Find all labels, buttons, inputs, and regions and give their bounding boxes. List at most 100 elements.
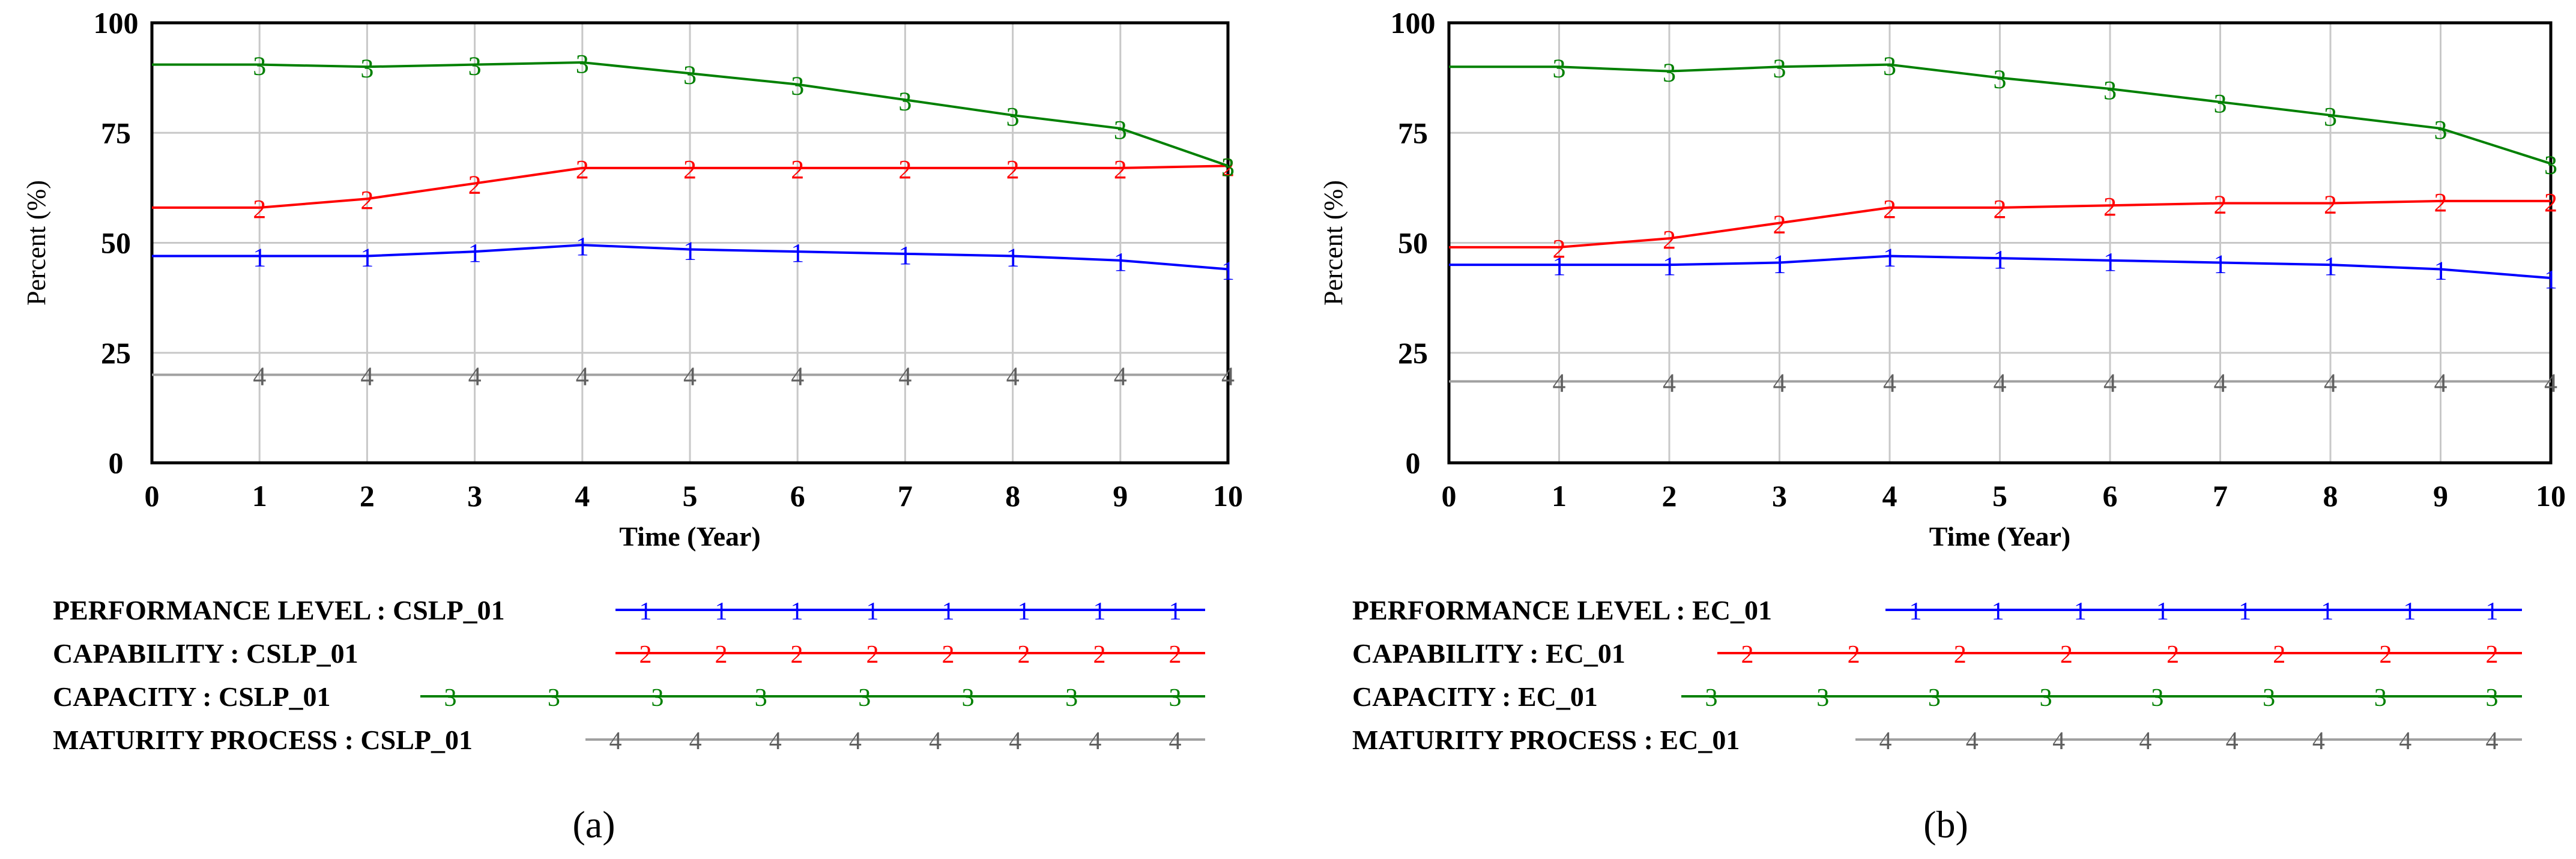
x-tick-label: 1 — [1552, 479, 1567, 513]
data-point-marker: 4 — [2214, 368, 2227, 397]
legend-marker: 3 — [1705, 684, 1718, 712]
data-point-marker: 2 — [2544, 188, 2557, 217]
legend-label: CAPABILITY : EC_01 — [1352, 638, 1625, 669]
legend-marker: 4 — [2486, 728, 2499, 755]
x-tick-label: 7 — [898, 479, 913, 513]
legend-marker: 3 — [548, 684, 560, 712]
legend-marker: 3 — [1928, 684, 1941, 712]
legend-marker: 2 — [1093, 641, 1106, 669]
legend-marker: 1 — [2403, 598, 2416, 625]
data-point-marker: 1 — [1773, 249, 1786, 279]
data-point-marker: 3 — [360, 53, 373, 83]
x-tick-label: 10 — [1213, 479, 1243, 513]
legend-marker: 2 — [2379, 641, 2392, 669]
legend-marker: 4 — [2052, 728, 2065, 755]
data-point-marker: 4 — [1994, 368, 2007, 397]
data-point-marker: 4 — [1663, 368, 1676, 397]
legend-marker: 1 — [866, 598, 879, 625]
data-point-marker: 4 — [2544, 368, 2557, 397]
x-tick-label: 2 — [360, 479, 375, 513]
panel-label: (b) — [1923, 803, 1968, 846]
legend-marker: 3 — [2486, 684, 2499, 712]
legend-marker: 4 — [769, 728, 782, 755]
data-point-marker: 3 — [576, 49, 589, 79]
legend-marker: 4 — [1089, 728, 1101, 755]
legend-marker: 4 — [2139, 728, 2151, 755]
legend-label: MATURITY PROCESS : EC_01 — [1352, 725, 1740, 755]
legend-marker: 4 — [2226, 728, 2239, 755]
data-point-marker: 4 — [2324, 368, 2337, 397]
x-tick-label: 1 — [252, 479, 267, 513]
data-point-marker: 2 — [253, 194, 266, 224]
series-line — [1449, 199, 2551, 249]
x-tick-label: 4 — [575, 479, 590, 513]
data-point-marker: 2 — [468, 170, 482, 200]
legend-marker: 3 — [2263, 684, 2275, 712]
data-point-marker: 1 — [468, 238, 482, 268]
legend-marker: 2 — [1169, 641, 1182, 669]
legend-marker: 2 — [2060, 641, 2073, 669]
legend-marker: 4 — [2399, 728, 2411, 755]
legend-marker: 1 — [639, 598, 652, 625]
data-point-marker: 4 — [2434, 368, 2448, 397]
y-tick-label: 75 — [101, 116, 131, 149]
x-tick-label: 3 — [1772, 479, 1787, 513]
x-tick-label: 0 — [145, 479, 160, 513]
data-point-marker: 3 — [1553, 53, 1566, 83]
data-point-marker: 3 — [2103, 76, 2117, 105]
legend-label: MATURITY PROCESS : CSLP_01 — [53, 725, 473, 755]
legend-label: CAPABILITY : CSLP_01 — [53, 638, 358, 669]
legend-marker: 3 — [651, 684, 664, 712]
legend-marker: 1 — [791, 598, 803, 625]
data-point-marker: 2 — [2103, 192, 2117, 222]
legend-marker: 3 — [858, 684, 871, 712]
x-tick-label: 5 — [1992, 479, 2007, 513]
legend-marker: 3 — [2151, 684, 2163, 712]
y-axis-title: Percent (%) — [1319, 180, 1348, 306]
legend-marker: 4 — [929, 728, 942, 755]
data-point-marker: 4 — [1773, 368, 1786, 397]
data-point-marker: 3 — [1221, 152, 1235, 182]
data-point-marker: 3 — [1883, 52, 1896, 81]
legend-marker: 1 — [942, 598, 955, 625]
legend-marker: 4 — [1879, 728, 1892, 755]
legend-marker: 1 — [1018, 598, 1030, 625]
legend-marker: 4 — [1169, 728, 1182, 755]
y-tick-label: 50 — [1398, 226, 1428, 260]
data-point-marker: 4 — [576, 361, 589, 391]
data-point-marker: 2 — [683, 155, 697, 184]
data-point-marker: 2 — [1663, 225, 1676, 255]
data-point-marker: 3 — [791, 71, 804, 101]
data-point-marker: 1 — [2324, 252, 2337, 281]
legend-marker: 1 — [715, 598, 728, 625]
legend-marker: 2 — [1954, 641, 1967, 669]
data-point-marker: 4 — [791, 361, 804, 391]
x-tick-label: 0 — [1442, 479, 1457, 513]
legend-marker: 1 — [2239, 598, 2251, 625]
legend-marker: 3 — [2040, 684, 2052, 712]
data-point-marker: 1 — [253, 243, 266, 272]
data-point-marker: 3 — [1006, 102, 1020, 131]
legend-marker: 3 — [2374, 684, 2387, 712]
data-point-marker: 2 — [360, 185, 373, 215]
data-point-marker: 2 — [1883, 194, 1896, 224]
legend-label: PERFORMANCE LEVEL : CSLP_01 — [53, 595, 505, 625]
data-point-marker: 3 — [898, 86, 912, 116]
y-tick-label: 0 — [109, 446, 124, 480]
data-point-marker: 2 — [1114, 155, 1127, 184]
series-line — [152, 244, 1229, 271]
x-tick-label: 2 — [1662, 479, 1677, 513]
y-tick-label: 100 — [1391, 6, 1436, 40]
legend-marker: 3 — [1816, 684, 1829, 712]
data-point-marker: 4 — [1006, 361, 1020, 391]
y-tick-label: 75 — [1398, 116, 1428, 149]
legend-label: CAPACITY : EC_01 — [1352, 681, 1598, 712]
legend-marker: 4 — [689, 728, 702, 755]
x-tick-label: 8 — [2323, 479, 2338, 513]
x-tick-label: 9 — [2433, 479, 2448, 513]
x-tick-label: 4 — [1882, 479, 1897, 513]
data-point-marker: 1 — [1006, 243, 1020, 272]
series-line — [1449, 63, 2551, 165]
